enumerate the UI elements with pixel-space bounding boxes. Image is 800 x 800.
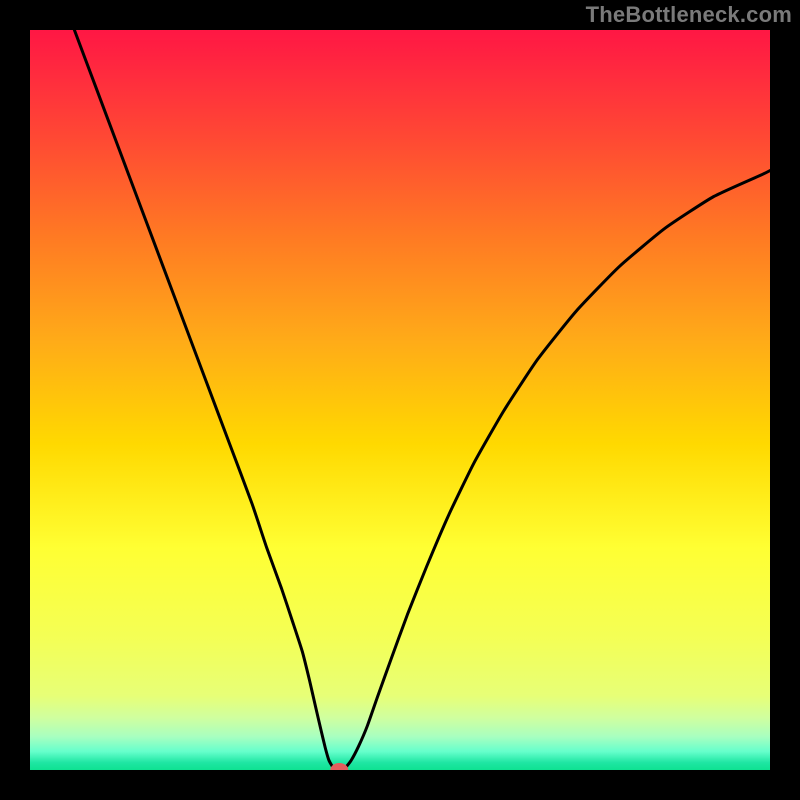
bottleneck-chart [0, 0, 800, 800]
chart-container: TheBottleneck.com [0, 0, 800, 800]
optimum-marker [330, 763, 348, 777]
gradient-background [30, 30, 770, 770]
watermark-text: TheBottleneck.com [586, 2, 792, 28]
